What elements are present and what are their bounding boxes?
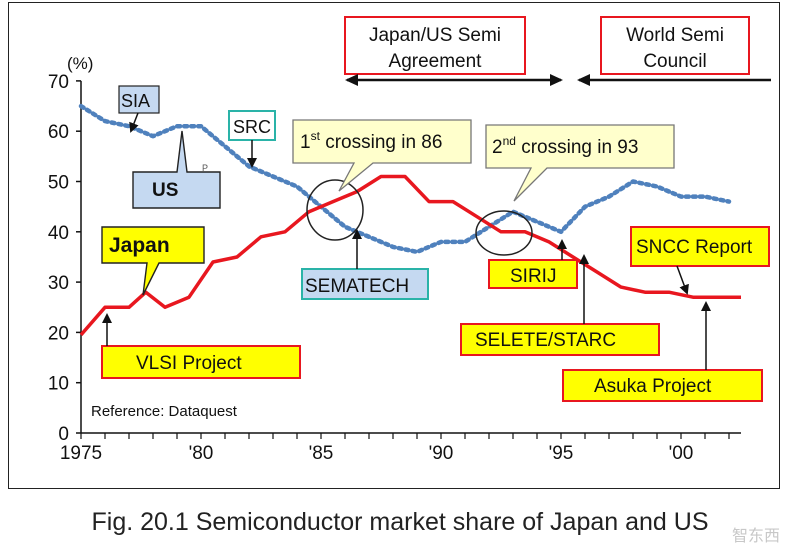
- series-layer: [78, 103, 741, 337]
- crossing-1-circle: [306, 179, 364, 241]
- crossing-1-label: 1st crossing in 86: [300, 129, 442, 153]
- x-tick-label: '00: [669, 443, 694, 464]
- us-label: US: [152, 180, 178, 201]
- y-tick-label: 0: [58, 424, 69, 445]
- sncc-label: SNCC Report: [636, 237, 753, 258]
- council-label-line1: World Semi: [626, 25, 724, 46]
- japan-callout-box: [101, 226, 205, 296]
- council-arrowhead-left: [577, 74, 590, 86]
- crossing-1-text: crossing in 86: [320, 132, 443, 153]
- watermark: 智东西: [731, 526, 780, 545]
- y-tick-label: 10: [48, 374, 69, 395]
- y-tick-label: 50: [48, 173, 69, 194]
- selete-label-box: [460, 323, 660, 356]
- sematech-label: SEMATECH: [305, 276, 409, 297]
- y-tick-label: 30: [48, 273, 69, 294]
- annotation-layer: SIA SRC US P Japan VLSI Project SEMATECH 1st cr…: [91, 16, 771, 420]
- selete-label: SELETE/STARC: [475, 330, 616, 351]
- agreement-label-line1: Japan/US Semi: [369, 25, 501, 46]
- asuka-label-box: [562, 369, 763, 402]
- council-box: [600, 16, 750, 75]
- sncc-label-box: [630, 226, 770, 267]
- sirij-label: SIRIJ: [510, 266, 556, 287]
- figure-caption: Fig. 20.1 Semiconductor market share of …: [91, 508, 709, 536]
- src-label: SRC: [233, 117, 271, 137]
- x-tick-label: '80: [189, 443, 214, 464]
- y-unit-label: (%): [67, 54, 93, 73]
- sia-label: SIA: [121, 91, 150, 111]
- src-label-box: [228, 110, 276, 141]
- japan-series-line: [79, 174, 741, 337]
- y-tick-label: 60: [48, 122, 69, 143]
- council-label-line2: Council: [643, 51, 706, 72]
- vlsi-label: VLSI Project: [136, 353, 242, 374]
- agreement-arrowhead-left: [345, 74, 358, 86]
- axes-layer: 0 10 20 30 40 50 60 70 1975 '80 '85 '90 '95 '00 (%): [48, 54, 741, 464]
- crossing-2-label: 2nd crossing in 93: [492, 134, 638, 158]
- x-tick-label: '95: [549, 443, 574, 464]
- chart-frame: 0 10 20 30 40 50 60 70 1975 '80 '85 '90 '95 '00 (%) SI…: [8, 2, 780, 489]
- y-tick-label: 70: [48, 72, 69, 93]
- crossing-1-number: 1: [300, 132, 311, 153]
- sncc-arrow: [676, 265, 689, 295]
- sirij-label-box: [488, 259, 578, 289]
- y-tick-label: 20: [48, 323, 69, 344]
- asuka-label: Asuka Project: [594, 376, 712, 397]
- sia-label-box: [118, 85, 160, 114]
- x-tick-label: 1975: [60, 443, 102, 464]
- p-mark: P: [202, 163, 208, 173]
- crossing-2-circle: [475, 210, 533, 256]
- crossing-2-callout: [485, 124, 675, 202]
- crossing-2-ordinal: nd: [503, 134, 516, 148]
- vlsi-label-box: [101, 345, 301, 379]
- reference-note: Reference: Dataquest: [91, 403, 238, 420]
- y-tick-label: 40: [48, 223, 69, 244]
- crossing-1-callout: [292, 119, 472, 192]
- crossing-2-text: crossing in 93: [516, 137, 639, 158]
- agreement-arrowhead-right: [550, 74, 563, 86]
- x-tick-label: '90: [429, 443, 454, 464]
- market-share-chart: 0 10 20 30 40 50 60 70 1975 '80 '85 '90 '95 '00 (%) SI…: [48, 16, 771, 464]
- x-tick-label: '85: [309, 443, 334, 464]
- crossing-1-ordinal: st: [311, 129, 321, 143]
- agreement-box: [344, 16, 526, 75]
- crossing-2-number: 2: [492, 137, 503, 158]
- us-series-line: [78, 103, 732, 255]
- sia-arrow: [129, 112, 139, 133]
- sematech-label-box: [301, 268, 429, 300]
- agreement-label-line2: Agreement: [389, 51, 483, 72]
- japan-label: Japan: [109, 234, 170, 257]
- us-callout-box: [132, 130, 221, 209]
